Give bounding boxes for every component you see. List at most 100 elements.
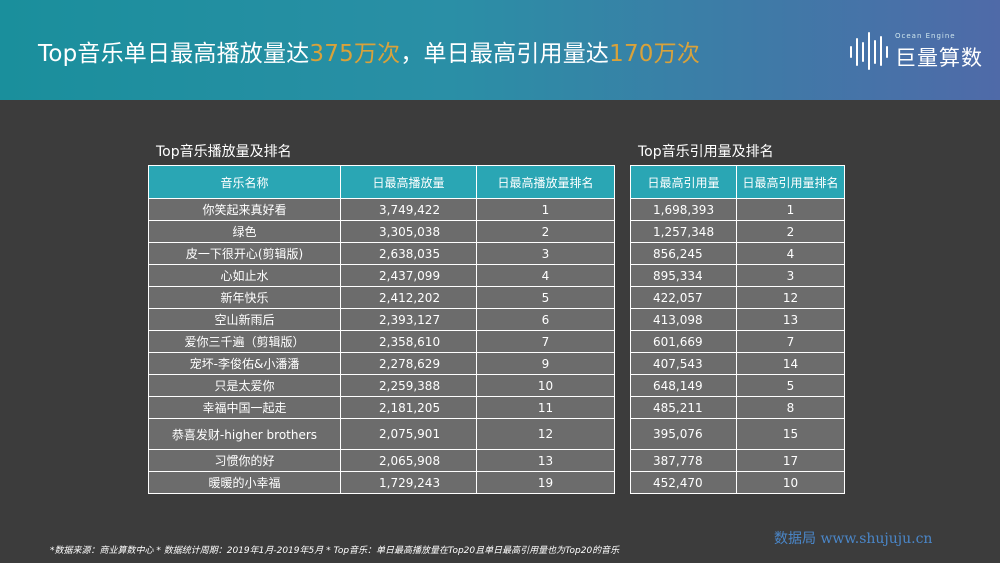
citation-rank-cell: 15: [736, 418, 845, 450]
play-rank-cell: 7: [476, 330, 615, 353]
play-table-title: Top音乐播放量及排名: [156, 144, 292, 160]
play-rank-cell: 13: [476, 449, 615, 472]
title-highlight-plays: 375万次: [309, 41, 401, 67]
cite-ranking-table: 日最高引用量 日最高引用量排名 1,698,393 1 1,257,348 2 85…: [630, 165, 845, 494]
table-row: 宠坏-李俊佑&小潘潘 2,278,629 9: [148, 352, 615, 375]
column-header-citation-rank: 日最高引用量排名: [736, 165, 845, 199]
table-row: 1,698,393 1: [630, 198, 845, 221]
song-name-cell: 爱你三千遍（剪辑版）: [148, 330, 341, 353]
table-row: 恭喜发财-higher brothers 2,075,901 12: [148, 418, 615, 450]
table-row: 暖暖的小幸福 1,729,243 19: [148, 471, 615, 494]
title-text-2: ，单日最高引用量达: [400, 41, 610, 67]
play-rank-cell: 12: [476, 418, 615, 450]
header-banner: Top音乐单日最高播放量达375万次，单日最高引用量达170万次 Ocean E…: [0, 0, 1000, 100]
table-row: 1,257,348 2: [630, 220, 845, 243]
table-row: 856,245 4: [630, 242, 845, 265]
play-rank-cell: 9: [476, 352, 615, 375]
citation-rank-cell: 12: [736, 286, 845, 309]
citation-count-cell: 1,257,348: [630, 220, 737, 243]
play-rank-cell: 19: [476, 471, 615, 494]
citation-count-cell: 387,778: [630, 449, 737, 472]
watermark: 数据局 www.shujuju.cn: [774, 531, 933, 547]
citation-count-cell: 485,211: [630, 396, 737, 419]
play-count-cell: 2,065,908: [340, 449, 477, 472]
table-row: 只是太爱你 2,259,388 10: [148, 374, 615, 397]
table-row: 幸福中国一起走 2,181,205 11: [148, 396, 615, 419]
table-row: 648,149 5: [630, 374, 845, 397]
table-row: 485,211 8: [630, 396, 845, 419]
song-name-cell: 只是太爱你: [148, 374, 341, 397]
data-source-footnote: *数据来源：商业算数中心 * 数据统计周期：2019年1月-2019年5月 * …: [50, 546, 620, 556]
play-rank-cell: 3: [476, 242, 615, 265]
song-name-cell: 幸福中国一起走: [148, 396, 341, 419]
citation-count-cell: 395,076: [630, 418, 737, 450]
table-row: 395,076 15: [630, 418, 845, 450]
play-count-cell: 2,259,388: [340, 374, 477, 397]
table-row: 407,543 14: [630, 352, 845, 375]
citation-count-cell: 407,543: [630, 352, 737, 375]
song-name-cell: 空山新雨后: [148, 308, 341, 331]
play-rank-cell: 2: [476, 220, 615, 243]
play-count-cell: 2,278,629: [340, 352, 477, 375]
citation-rank-cell: 8: [736, 396, 845, 419]
page-title: Top音乐单日最高播放量达375万次，单日最高引用量达170万次: [38, 34, 700, 68]
title-text-1: Top音乐单日最高播放量达: [38, 41, 310, 67]
table-row: 你笑起来真好看 3,749,422 1: [148, 198, 615, 221]
citation-count-cell: 422,057: [630, 286, 737, 309]
column-header-song-name: 音乐名称: [148, 165, 341, 199]
song-name-cell: 新年快乐: [148, 286, 341, 309]
song-name-cell: 你笑起来真好看: [148, 198, 341, 221]
play-rank-cell: 10: [476, 374, 615, 397]
song-name-cell: 宠坏-李俊佑&小潘潘: [148, 352, 341, 375]
play-count-cell: 3,749,422: [340, 198, 477, 221]
cite-table-title: Top音乐引用量及排名: [638, 144, 774, 160]
play-rank-cell: 11: [476, 396, 615, 419]
table-row: 心如止水 2,437,099 4: [148, 264, 615, 287]
citation-count-cell: 1,698,393: [630, 198, 737, 221]
citation-rank-cell: 13: [736, 308, 845, 331]
table-row: 895,334 3: [630, 264, 845, 287]
citation-rank-cell: 14: [736, 352, 845, 375]
citation-rank-cell: 7: [736, 330, 845, 353]
play-count-cell: 2,412,202: [340, 286, 477, 309]
table-row: 387,778 17: [630, 449, 845, 472]
table-row: 新年快乐 2,412,202 5: [148, 286, 615, 309]
song-name-cell: 皮一下很开心(剪辑版): [148, 242, 341, 265]
citation-count-cell: 413,098: [630, 308, 737, 331]
citation-count-cell: 856,245: [630, 242, 737, 265]
citation-count-cell: 601,669: [630, 330, 737, 353]
citation-rank-cell: 17: [736, 449, 845, 472]
table-header-row: 音乐名称 日最高播放量 日最高播放量排名: [148, 165, 615, 199]
column-header-daily-max-plays: 日最高播放量: [340, 165, 477, 199]
play-count-cell: 2,393,127: [340, 308, 477, 331]
citation-count-cell: 648,149: [630, 374, 737, 397]
play-ranking-table: 音乐名称 日最高播放量 日最高播放量排名 你笑起来真好看 3,749,422 1 绿…: [148, 165, 615, 494]
table-row: 绿色 3,305,038 2: [148, 220, 615, 243]
table-row: 452,470 10: [630, 471, 845, 494]
column-header-daily-max-citations: 日最高引用量: [630, 165, 737, 199]
play-count-cell: 2,437,099: [340, 264, 477, 287]
logo-bars-icon: [848, 32, 888, 70]
play-count-cell: 2,638,035: [340, 242, 477, 265]
title-highlight-citations: 170万次: [609, 41, 701, 67]
logo-chinese-text: 巨量算数: [895, 46, 983, 70]
play-rank-cell: 6: [476, 308, 615, 331]
play-count-cell: 2,358,610: [340, 330, 477, 353]
table-row: 413,098 13: [630, 308, 845, 331]
song-name-cell: 暖暖的小幸福: [148, 471, 341, 494]
song-name-cell: 恭喜发财-higher brothers: [148, 418, 341, 450]
citation-rank-cell: 3: [736, 264, 845, 287]
play-rank-cell: 1: [476, 198, 615, 221]
play-count-cell: 2,075,901: [340, 418, 477, 450]
column-header-play-rank: 日最高播放量排名: [476, 165, 615, 199]
song-name-cell: 绿色: [148, 220, 341, 243]
citation-rank-cell: 10: [736, 471, 845, 494]
song-name-cell: 心如止水: [148, 264, 341, 287]
brand-logo: Ocean Engine 巨量算数: [848, 30, 988, 74]
play-count-cell: 3,305,038: [340, 220, 477, 243]
play-count-cell: 1,729,243: [340, 471, 477, 494]
table-row: 601,669 7: [630, 330, 845, 353]
citation-rank-cell: 1: [736, 198, 845, 221]
citation-count-cell: 452,470: [630, 471, 737, 494]
play-count-cell: 2,181,205: [340, 396, 477, 419]
